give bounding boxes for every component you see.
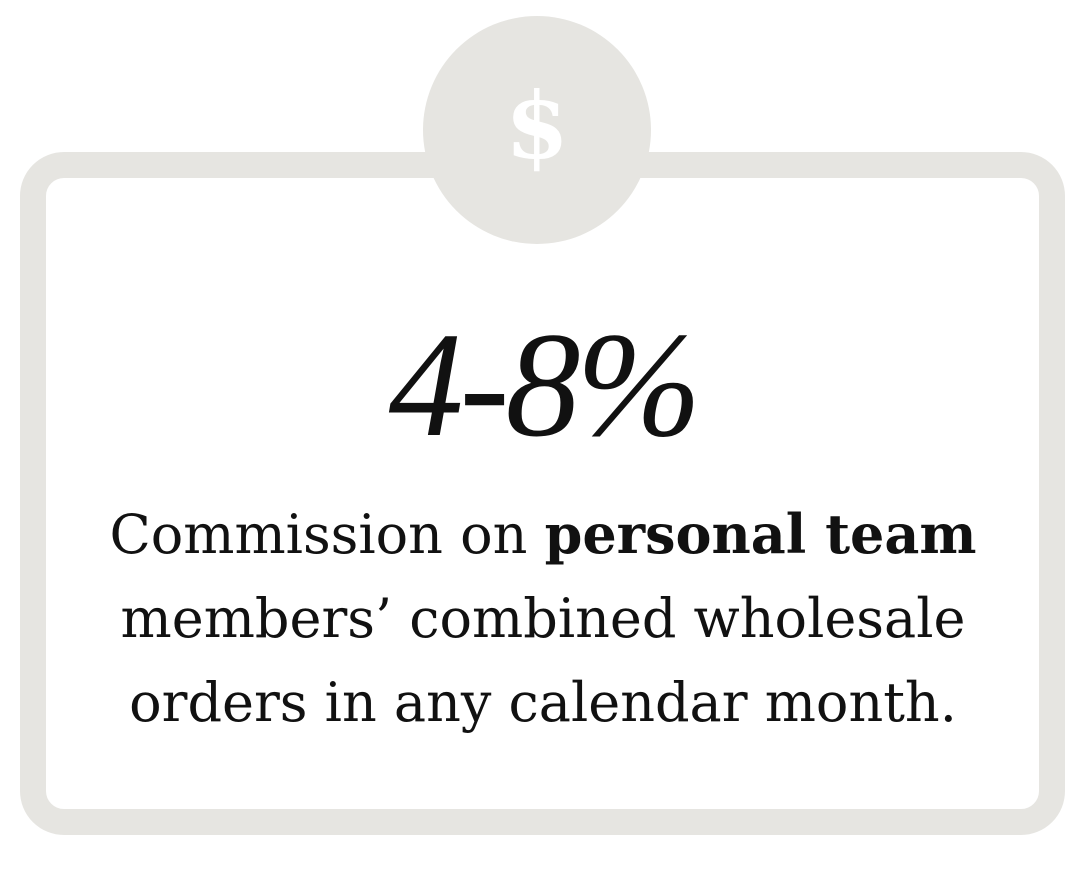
description-line-2: members’ combined wholesale bbox=[120, 587, 966, 650]
commission-rate: 4-8% bbox=[388, 302, 702, 468]
description-line-3: orders in any calendar month. bbox=[129, 671, 957, 734]
description-text: Commission on bbox=[109, 503, 545, 566]
dollar-badge: $ bbox=[423, 16, 651, 244]
description-line-1: Commission on personal team bbox=[60, 492, 1026, 577]
dollar-sign-icon: $ bbox=[504, 72, 569, 180]
description-emphasis: personal team bbox=[544, 502, 977, 566]
card-frame bbox=[20, 152, 1065, 835]
commission-description: Commission on personal team members’ com… bbox=[60, 492, 1026, 745]
